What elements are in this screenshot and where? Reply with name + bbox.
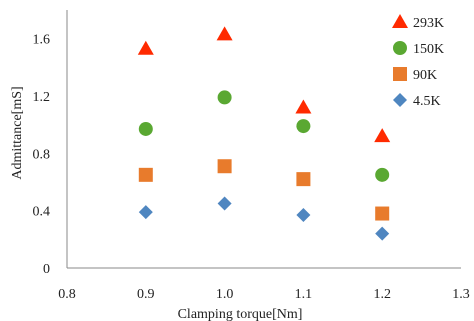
x-tick-label: 1.2 bbox=[373, 287, 391, 302]
data-point bbox=[375, 167, 390, 182]
y-tick-label: 0 bbox=[43, 262, 50, 277]
data-points bbox=[137, 26, 391, 241]
y-axis-title: Admittance[mS] bbox=[10, 86, 25, 179]
legend-marker bbox=[393, 93, 407, 107]
legend-label: 293K bbox=[413, 16, 444, 31]
x-tick-label: 0.8 bbox=[58, 287, 76, 302]
y-tick-label: 1.6 bbox=[33, 33, 51, 48]
data-point bbox=[374, 128, 391, 143]
data-point bbox=[296, 172, 311, 187]
data-point bbox=[295, 99, 312, 114]
legend-marker bbox=[392, 14, 408, 28]
data-point bbox=[375, 226, 390, 241]
legend-label: 4.5K bbox=[413, 94, 441, 109]
data-point bbox=[138, 167, 153, 182]
data-point bbox=[217, 90, 232, 105]
x-axis-title: Clamping torque[Nm] bbox=[178, 307, 303, 321]
x-tick-labels: 0.8 0.9 1.0 1.1 1.2 1.3 bbox=[58, 287, 470, 302]
data-point bbox=[375, 206, 390, 221]
y-tick-labels: 0 0.4 0.8 1.2 1.6 bbox=[33, 33, 51, 277]
data-point bbox=[138, 121, 153, 136]
axes bbox=[66, 10, 461, 269]
legend-marker bbox=[393, 41, 407, 55]
x-tick-label: 1.1 bbox=[295, 287, 313, 302]
data-point bbox=[296, 207, 311, 222]
data-point bbox=[296, 119, 311, 134]
x-tick-label: 1.3 bbox=[452, 287, 470, 302]
data-point bbox=[138, 205, 153, 220]
data-point bbox=[137, 40, 154, 55]
data-point bbox=[216, 26, 233, 41]
legend: 293K 150K 90K 4.5K bbox=[392, 14, 444, 109]
x-tick-label: 1.0 bbox=[216, 287, 234, 302]
x-tick-label: 0.9 bbox=[137, 287, 155, 302]
y-tick-label: 0.8 bbox=[33, 147, 51, 162]
legend-label: 150K bbox=[413, 42, 444, 57]
data-point bbox=[217, 159, 232, 174]
data-point bbox=[217, 196, 232, 211]
legend-label: 90K bbox=[413, 68, 437, 83]
legend-marker bbox=[393, 67, 407, 81]
y-tick-label: 1.2 bbox=[33, 90, 51, 105]
y-tick-label: 0.4 bbox=[33, 205, 51, 220]
